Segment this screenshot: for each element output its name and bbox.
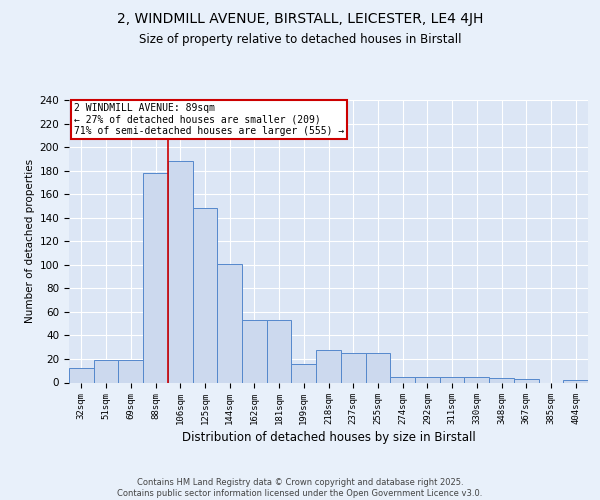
Bar — [242, 320, 267, 382]
Text: Size of property relative to detached houses in Birstall: Size of property relative to detached ho… — [139, 32, 461, 46]
Bar — [69, 368, 94, 382]
Bar — [168, 161, 193, 382]
Bar — [365, 353, 390, 382]
Bar — [563, 380, 588, 382]
Bar — [118, 360, 143, 382]
Y-axis label: Number of detached properties: Number of detached properties — [25, 159, 35, 324]
Bar — [464, 376, 489, 382]
Bar — [415, 376, 440, 382]
Bar — [489, 378, 514, 382]
Text: 2 WINDMILL AVENUE: 89sqm
← 27% of detached houses are smaller (209)
71% of semi-: 2 WINDMILL AVENUE: 89sqm ← 27% of detach… — [74, 103, 344, 136]
Bar — [341, 353, 365, 382]
Bar — [292, 364, 316, 382]
X-axis label: Distribution of detached houses by size in Birstall: Distribution of detached houses by size … — [182, 432, 475, 444]
Text: 2, WINDMILL AVENUE, BIRSTALL, LEICESTER, LE4 4JH: 2, WINDMILL AVENUE, BIRSTALL, LEICESTER,… — [117, 12, 483, 26]
Bar — [514, 379, 539, 382]
Bar — [267, 320, 292, 382]
Bar — [94, 360, 118, 382]
Text: Contains HM Land Registry data © Crown copyright and database right 2025.
Contai: Contains HM Land Registry data © Crown c… — [118, 478, 482, 498]
Bar — [440, 376, 464, 382]
Bar — [390, 376, 415, 382]
Bar — [143, 173, 168, 382]
Bar — [316, 350, 341, 382]
Bar — [193, 208, 217, 382]
Bar — [217, 264, 242, 382]
